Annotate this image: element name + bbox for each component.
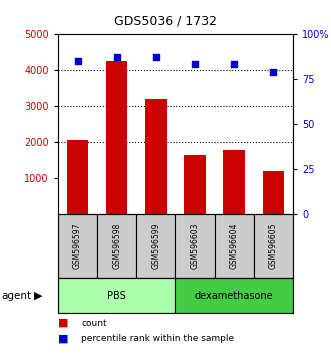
Text: percentile rank within the sample: percentile rank within the sample [81,335,234,343]
Text: agent: agent [2,291,32,301]
Point [231,62,237,67]
Text: dexamethasone: dexamethasone [195,291,273,301]
Bar [214,214,254,278]
Bar [58,214,97,278]
Bar [58,278,175,313]
Text: count: count [81,319,107,327]
Text: GSM596598: GSM596598 [112,223,121,269]
Bar [262,171,284,214]
Point [192,62,198,67]
Bar [184,155,206,214]
Bar [136,214,175,278]
Text: GSM596599: GSM596599 [151,223,160,269]
Text: GSM596597: GSM596597 [73,223,82,269]
Text: GSM596603: GSM596603 [191,223,200,269]
Bar [223,150,245,214]
Text: PBS: PBS [107,291,126,301]
Text: GSM596605: GSM596605 [269,223,278,269]
Bar [175,214,214,278]
Text: ▶: ▶ [34,291,42,301]
Text: ■: ■ [58,318,69,328]
Point [114,54,119,60]
Bar [175,278,293,313]
Bar [67,140,88,214]
Bar [97,214,136,278]
Point [153,54,159,60]
Text: ■: ■ [58,334,69,344]
Text: GSM596604: GSM596604 [230,223,239,269]
Bar [145,99,166,214]
Point [271,69,276,74]
Point [75,58,80,64]
Bar [254,214,293,278]
Text: GDS5036 / 1732: GDS5036 / 1732 [114,14,217,27]
Bar [106,62,127,214]
